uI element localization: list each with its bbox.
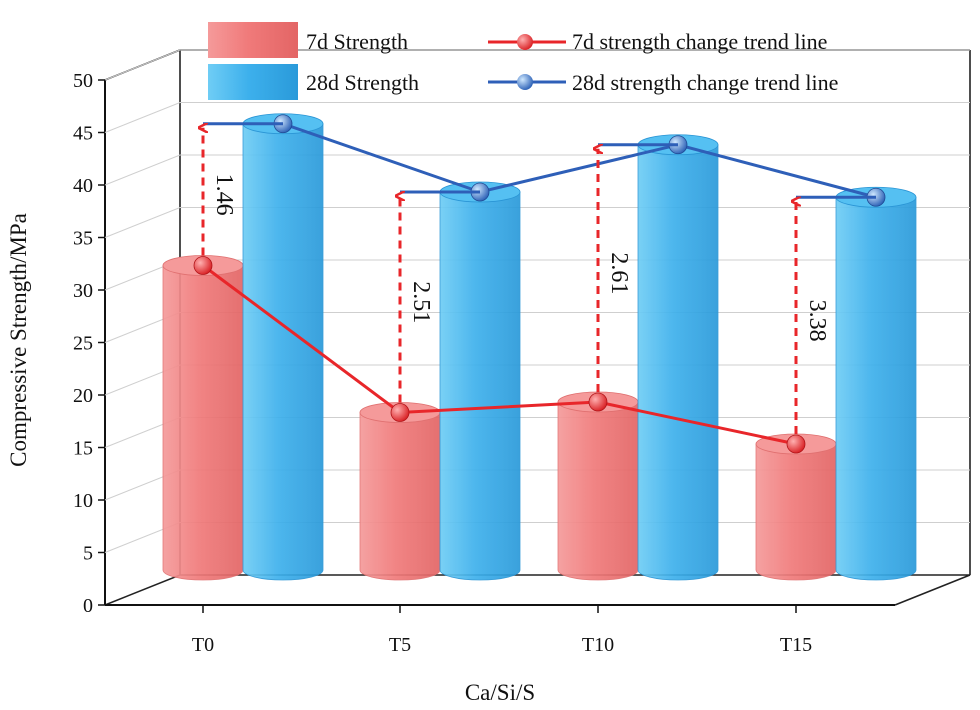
y-tick-label-10: 10: [73, 490, 93, 512]
bar-28d-t0-body: [242, 123, 324, 581]
bar-28d-t15-body: [835, 196, 917, 581]
legend-label-7d-trend: 7d strength change trend line: [572, 29, 827, 54]
legend-label-28d-strength: 28d Strength: [306, 70, 419, 95]
y-tick-label-25: 25: [73, 333, 93, 355]
legend-label-28d-trend: 28d strength change trend line: [572, 70, 838, 95]
y-tick-label-40: 40: [73, 175, 93, 197]
ratio-label-t15: 3.38: [804, 300, 830, 342]
x-tick-label-t15: T15: [780, 634, 812, 656]
bar-28d-t10: [637, 134, 719, 581]
gridline-50: [104, 49, 970, 81]
x-axis-ticks: T0 T5 T10 T15: [192, 605, 812, 656]
y-tick-label-0: 0: [83, 595, 93, 617]
trend-line-28d: [282, 122, 877, 199]
bar-7d-t10-body: [557, 401, 639, 581]
bar-28d-t10-body: [637, 144, 719, 581]
floor-outline: [104, 574, 971, 606]
bar-7d-t0-body: [162, 265, 244, 581]
bar-28d-t5: [439, 181, 521, 581]
marker-7d-t15: [786, 434, 806, 454]
y-tick-label-20: 20: [73, 385, 93, 407]
bar-7d-t15-body: [755, 443, 837, 581]
x-axis-title: Ca/Si/S: [465, 680, 535, 705]
ratio-label-t0: 1.46: [211, 174, 237, 216]
trend-line-7d: [202, 264, 797, 446]
x-tick-label-t10: T10: [582, 634, 614, 656]
legend-swatch-28d-strength: [208, 64, 298, 100]
bar-7d-t5-body: [359, 412, 441, 581]
y-tick-label-50: 50: [73, 70, 93, 92]
marker-7d-t5: [390, 403, 410, 422]
y-tick-label-35: 35: [73, 228, 93, 250]
y-axis-ticks: 0 5 10 15 20 25 30 35 40 45 50: [73, 70, 105, 617]
bar-7d-t15: [755, 433, 837, 581]
legend-swatch-7d-strength: [208, 22, 298, 58]
bar-7d-t10: [557, 391, 639, 581]
ratio-annotations: 1.46 2.51 2.61 3.38: [203, 122, 876, 434]
bar-28d-t15: [835, 186, 917, 581]
legend-label-7d-strength: 7d Strength: [306, 29, 408, 54]
marker-7d-t0: [193, 256, 213, 275]
y-tick-label-5: 5: [83, 543, 93, 565]
legend-marker-7d-trend: [517, 34, 533, 50]
bar-7d-t0: [162, 255, 244, 581]
y-tick-label-15: 15: [73, 438, 93, 460]
y-tick-label-30: 30: [73, 280, 93, 302]
marker-7d-t10: [588, 392, 608, 412]
bar-7d-t5: [359, 402, 441, 581]
x-tick-label-t0: T0: [192, 634, 214, 656]
ratio-label-t10: 2.61: [606, 252, 632, 294]
x-tick-label-t5: T5: [389, 634, 411, 656]
y-tick-label-45: 45: [73, 123, 93, 145]
gridline-45: [104, 102, 970, 133]
legend: 7d Strength 28d Strength 7d strength cha…: [208, 22, 838, 100]
bar-cylinders: [162, 113, 917, 581]
legend-marker-28d-trend: [517, 74, 533, 90]
bar-28d-t5-body: [439, 191, 521, 581]
ratio-label-t5: 2.51: [408, 281, 434, 323]
y-axis-title: Compressive Strength/MPa: [6, 213, 31, 467]
